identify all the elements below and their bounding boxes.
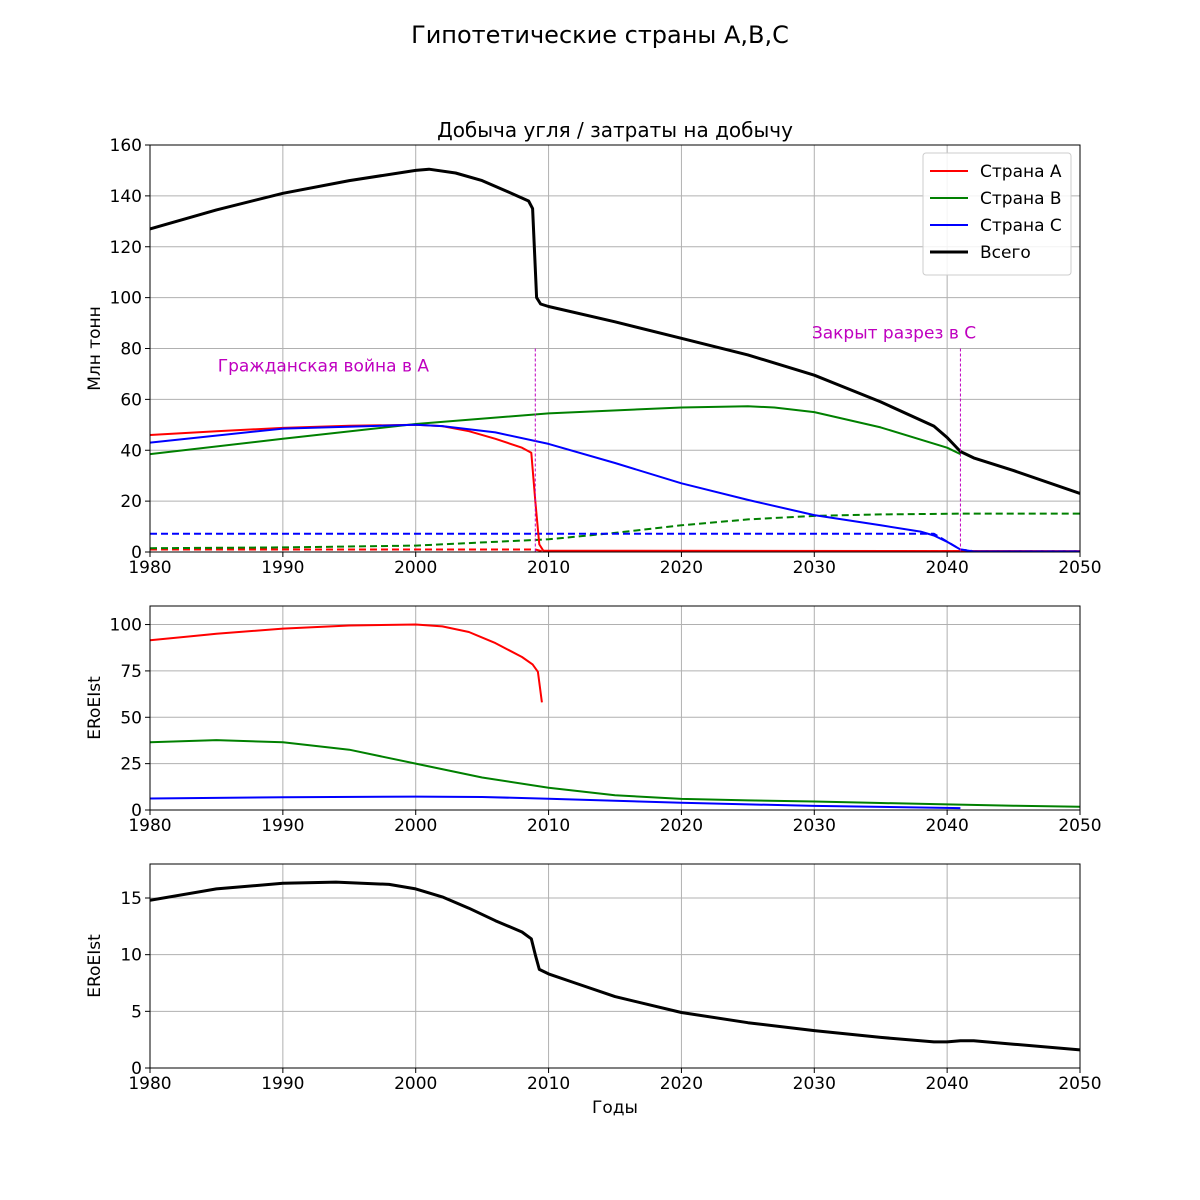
y-tick-label: 25 bbox=[120, 755, 142, 775]
eroei-total-panel: 1980 1990 2000 2010 2020 2030 2040 2050 0 5 10 15 ER… bbox=[85, 863, 1102, 1118]
eroei-by-country-panel: 1980 1990 2000 2010 2020 2030 2040 2050 0 25 50 75 1… bbox=[85, 605, 1102, 836]
y-tick-label: 160 bbox=[110, 136, 142, 156]
y-tick-label: 0 bbox=[131, 1059, 142, 1079]
legend-label-total: Всего bbox=[980, 243, 1031, 263]
y-axis-label: ERoEIst bbox=[85, 676, 105, 740]
legend-label-B: Страна B bbox=[980, 189, 1062, 209]
series-line-A bbox=[150, 623, 543, 703]
x-tick-label: 2010 bbox=[527, 1074, 570, 1094]
y-tick-label: 50 bbox=[120, 708, 142, 728]
x-tick-label: 2000 bbox=[394, 558, 437, 578]
y-tick-label: 20 bbox=[120, 492, 142, 512]
y-tick-label: 5 bbox=[131, 1002, 142, 1022]
production-panel: Гражданская война в A Закрыт разрез в C 19… bbox=[85, 118, 1102, 578]
y-tick-label: 100 bbox=[110, 289, 142, 309]
y-tick-label: 0 bbox=[131, 543, 142, 563]
x-tick-label: 2040 bbox=[926, 816, 969, 836]
y-axis-label: Млн тонн bbox=[85, 306, 105, 391]
x-tick-label: 2030 bbox=[793, 558, 836, 578]
x-tick-label: 2040 bbox=[926, 1074, 969, 1094]
x-tick-label: 1990 bbox=[261, 816, 304, 836]
series-line-B-cost bbox=[150, 512, 1080, 550]
series-line-C bbox=[150, 423, 1080, 552]
plot-frame bbox=[149, 863, 1081, 1069]
series-group bbox=[150, 880, 1080, 1052]
figure-suptitle: Гипотетические страны A,B,C bbox=[411, 21, 789, 49]
y-tick-label: 15 bbox=[120, 889, 142, 909]
legend-label-A: Страна A bbox=[980, 162, 1062, 182]
x-tick-label: 2010 bbox=[527, 558, 570, 578]
series-group bbox=[150, 167, 1080, 552]
x-axis-label: Годы bbox=[592, 1098, 638, 1118]
y-tick-label: 100 bbox=[110, 616, 142, 636]
x-tick-label: 2030 bbox=[793, 1074, 836, 1094]
x-tick-label: 2000 bbox=[394, 1074, 437, 1094]
series-line-B bbox=[150, 405, 961, 456]
y-tick-label: 140 bbox=[110, 187, 142, 207]
x-tick-label: 2050 bbox=[1058, 816, 1101, 836]
y-tick-label: 60 bbox=[120, 390, 142, 410]
y-tick-label: 0 bbox=[131, 801, 142, 821]
series-group bbox=[150, 623, 1080, 810]
y-tick-label: 40 bbox=[120, 441, 142, 461]
x-tick-label: 1980 bbox=[128, 1074, 171, 1094]
x-tick-label: 2020 bbox=[660, 558, 703, 578]
x-tick-label: 2000 bbox=[394, 816, 437, 836]
x-tick-label: 2010 bbox=[527, 816, 570, 836]
y-tick-label: 10 bbox=[120, 946, 142, 966]
x-tick-label: 2020 bbox=[660, 816, 703, 836]
x-tick-label: 2040 bbox=[926, 558, 969, 578]
x-tick-label: 1980 bbox=[128, 558, 171, 578]
y-tick-label: 120 bbox=[110, 238, 142, 258]
x-tick-label: 2050 bbox=[1058, 558, 1101, 578]
x-tick-label: 1990 bbox=[261, 558, 304, 578]
series-line-C bbox=[150, 795, 961, 810]
series-line-B bbox=[150, 739, 1080, 808]
annotation-label: Закрыт разрез в C bbox=[812, 323, 976, 343]
x-tick-label: 2020 bbox=[660, 1074, 703, 1094]
y-tick-label: 75 bbox=[120, 662, 142, 682]
legend-box bbox=[922, 152, 1072, 276]
series-line-total bbox=[150, 167, 1080, 495]
series-line-C-cost bbox=[150, 532, 1080, 552]
x-tick-label: 1980 bbox=[128, 816, 171, 836]
series-line-total bbox=[150, 880, 1080, 1052]
plot-frame bbox=[149, 605, 1081, 811]
legend-label-C: Страна C bbox=[980, 216, 1062, 236]
annotation-label: Гражданская война в A bbox=[218, 356, 430, 376]
y-tick-label: 80 bbox=[120, 340, 142, 360]
y-axis-label: ERoEIst bbox=[85, 934, 105, 998]
x-tick-label: 2030 bbox=[793, 816, 836, 836]
x-tick-label: 2050 bbox=[1058, 1074, 1101, 1094]
x-tick-label: 1990 bbox=[261, 1074, 304, 1094]
panel-title: Добыча угля / затраты на добычу bbox=[437, 118, 793, 142]
